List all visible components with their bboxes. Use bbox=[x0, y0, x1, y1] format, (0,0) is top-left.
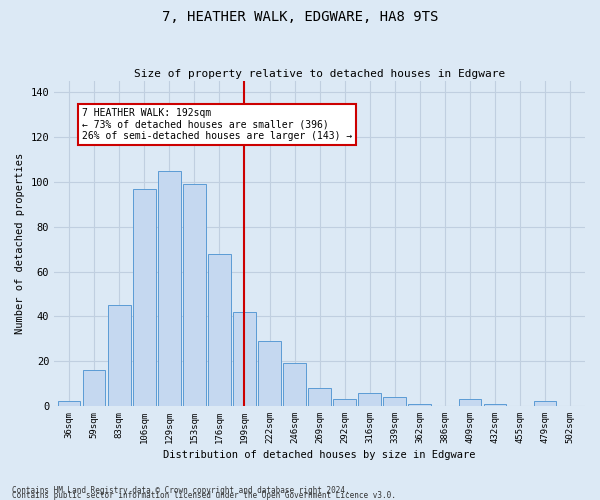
Bar bbox=[533, 402, 556, 406]
Bar bbox=[158, 171, 181, 406]
Bar bbox=[484, 404, 506, 406]
Bar bbox=[83, 370, 106, 406]
Bar bbox=[58, 402, 80, 406]
Text: Contains HM Land Registry data © Crown copyright and database right 2024.: Contains HM Land Registry data © Crown c… bbox=[12, 486, 350, 495]
Bar bbox=[358, 392, 381, 406]
Bar bbox=[409, 404, 431, 406]
Bar bbox=[334, 399, 356, 406]
Text: Contains public sector information licensed under the Open Government Licence v3: Contains public sector information licen… bbox=[12, 491, 396, 500]
Y-axis label: Number of detached properties: Number of detached properties bbox=[15, 153, 25, 334]
Bar bbox=[283, 364, 306, 406]
Bar bbox=[258, 341, 281, 406]
Text: 7 HEATHER WALK: 192sqm
← 73% of detached houses are smaller (396)
26% of semi-de: 7 HEATHER WALK: 192sqm ← 73% of detached… bbox=[82, 108, 352, 141]
Bar bbox=[458, 399, 481, 406]
Bar bbox=[208, 254, 230, 406]
Bar bbox=[233, 312, 256, 406]
Bar bbox=[383, 397, 406, 406]
Bar bbox=[308, 388, 331, 406]
Title: Size of property relative to detached houses in Edgware: Size of property relative to detached ho… bbox=[134, 69, 505, 79]
Text: 7, HEATHER WALK, EDGWARE, HA8 9TS: 7, HEATHER WALK, EDGWARE, HA8 9TS bbox=[162, 10, 438, 24]
Bar bbox=[133, 188, 155, 406]
Bar bbox=[183, 184, 206, 406]
X-axis label: Distribution of detached houses by size in Edgware: Distribution of detached houses by size … bbox=[163, 450, 476, 460]
Bar bbox=[108, 305, 131, 406]
